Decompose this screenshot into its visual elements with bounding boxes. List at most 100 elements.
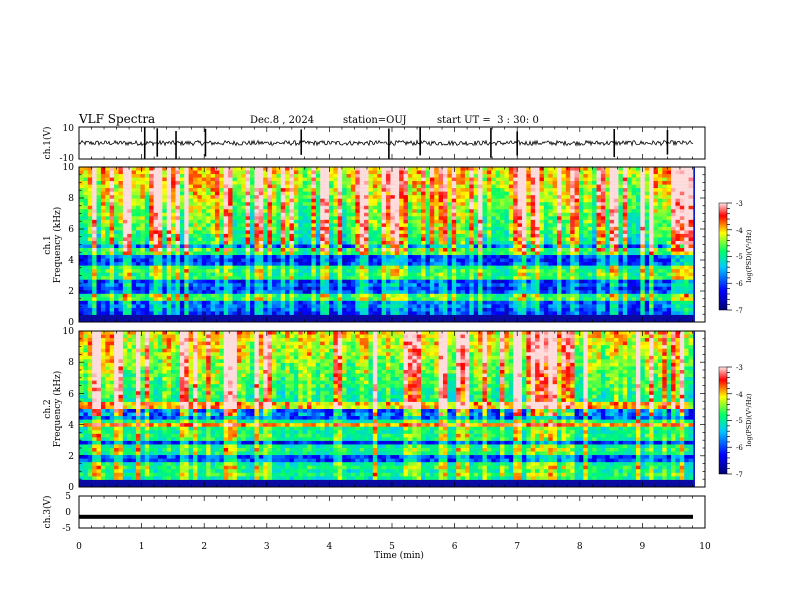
ch1-spectrogram-cell xyxy=(412,233,417,238)
ch1-spectrogram-cell xyxy=(684,262,689,266)
ch1-spectrogram-cell xyxy=(241,233,246,238)
ch1-spectrogram-cell xyxy=(635,286,641,291)
ch1-spectrogram-cell xyxy=(219,258,225,263)
ch1-spectrogram-cell xyxy=(346,240,352,245)
ch1-spectrogram-cell xyxy=(605,216,610,221)
ch1-spectrogram-cell xyxy=(649,205,654,210)
ch1-spectrogram-cell xyxy=(184,265,189,270)
ch1-spectrogram-cell xyxy=(333,258,339,263)
ch1-spectrogram-cell xyxy=(350,233,356,238)
ch1-spectrogram-cell xyxy=(197,237,203,242)
ch1-spectrogram-cell xyxy=(491,167,496,171)
ch1-spectrogram-cell xyxy=(193,279,198,284)
ch1-spectrogram-cell xyxy=(583,237,589,242)
ch1-spectrogram-cell xyxy=(328,202,334,207)
ch1-spectrogram-cell xyxy=(539,248,545,252)
ch1-spectrogram-cell xyxy=(438,205,444,210)
ch1-spectrogram-cell xyxy=(478,195,483,199)
ch1-spectrogram-cell xyxy=(328,174,334,178)
ch1-spectrogram-cell xyxy=(210,269,216,273)
ch1-spectrogram-cell xyxy=(219,188,225,192)
ch1-spectrogram-cell xyxy=(333,174,339,178)
ch1-spectrogram-cell xyxy=(570,262,575,266)
ch1-spectrogram-cell xyxy=(618,216,624,221)
ch1-spectrogram-cell xyxy=(298,244,303,249)
ch1-spectrogram-cell xyxy=(157,251,163,256)
ch1-spectrogram-cell xyxy=(500,279,505,284)
ch1-spectrogram-cell xyxy=(451,212,457,217)
ch1-spectrogram-cell xyxy=(688,269,694,273)
ch1-spectrogram-cell xyxy=(679,230,685,235)
ch1-spectrogram-cell xyxy=(250,195,255,199)
ch1-spectrogram-cell xyxy=(399,191,404,196)
ch1-spectrogram-cell xyxy=(583,205,589,210)
ch1-spectrogram-cell xyxy=(293,265,299,270)
ch1-spectrogram-cell xyxy=(293,258,299,263)
ch1-spectrogram-cell xyxy=(175,286,181,291)
ch1-spectrogram-cell xyxy=(399,174,404,178)
ch1-spectrogram-cell xyxy=(381,233,387,238)
ch1-spectrogram-cell xyxy=(631,283,637,288)
ch1-spectrogram-cell xyxy=(307,265,312,270)
ch1-spectrogram-cell xyxy=(684,202,689,207)
ch1-spectrogram-cell xyxy=(83,191,89,196)
ch1-spectrogram-cell xyxy=(271,240,277,245)
ch1-spectrogram-cell xyxy=(307,170,312,175)
ch1-spectrogram-cell xyxy=(390,279,396,284)
ch1-spectrogram-cell xyxy=(285,240,290,245)
ch1-spectrogram-cell xyxy=(600,258,606,263)
ch1-spectrogram-cell xyxy=(105,244,110,249)
ch1-spectrogram-cell xyxy=(267,170,273,175)
ch1-spectrogram-cell xyxy=(495,283,501,288)
ch1-spectrogram-cell xyxy=(679,195,685,199)
ch1-spectrogram-cell xyxy=(328,272,334,277)
ch1-spectrogram-cell xyxy=(100,265,106,270)
ch1-spectrogram-cell xyxy=(500,170,505,175)
ch1-spectrogram-cell xyxy=(210,230,216,235)
ch1-spectrogram-cell xyxy=(263,258,268,263)
ch1-spectrogram-cell xyxy=(188,205,194,210)
ch1-spectrogram-cell xyxy=(530,181,536,185)
ch1-spectrogram-cell xyxy=(324,269,330,273)
ch1-spectrogram-cell xyxy=(500,226,505,231)
ch1-spectrogram-cell xyxy=(136,188,141,192)
ch1-spectrogram-cell xyxy=(377,219,382,224)
ch1-spectrogram-cell xyxy=(131,283,137,288)
ch1-spectrogram-cell xyxy=(122,272,128,277)
ch1-spectrogram-cell xyxy=(276,174,282,178)
ch1-spectrogram-cell xyxy=(504,209,510,214)
ch1-spectrogram-cell xyxy=(662,223,667,228)
ch1-spectrogram-cell xyxy=(87,248,93,252)
ch1-spectrogram-cell xyxy=(574,181,580,185)
ch1-spectrogram-cell xyxy=(653,276,659,281)
ch1-spectrogram-cell xyxy=(478,209,483,214)
ch1-spectrogram-cell xyxy=(149,286,154,291)
ch1-spectrogram-cell xyxy=(526,258,532,263)
ch1-spectrogram-cell xyxy=(311,230,317,235)
ch1-spectrogram-cell xyxy=(618,272,624,277)
ch1-spectrogram-cell xyxy=(390,184,396,189)
ch1-spectrogram-cell xyxy=(368,265,374,270)
ch1-spectrogram-cell xyxy=(267,269,273,273)
ch1-spectrogram-cell xyxy=(649,286,654,291)
ch1-spectrogram-cell xyxy=(447,265,453,270)
ch1-spectrogram-cell xyxy=(245,195,251,199)
ch1-spectrogram-cell xyxy=(166,219,172,224)
ch1-spectrogram-cell xyxy=(543,248,549,252)
ch1-spectrogram-cell xyxy=(600,174,606,178)
ch1-spectrogram-cell xyxy=(390,174,396,178)
ch1-spectrogram-cell xyxy=(118,265,124,270)
ch1-spectrogram-cell xyxy=(438,195,444,199)
ch1-spectrogram-cell xyxy=(675,205,681,210)
ch1-spectrogram-cell xyxy=(622,269,628,273)
ch1-spectrogram-cell xyxy=(644,216,650,221)
ch1-spectrogram-cell xyxy=(552,202,558,207)
ch1-spectrogram-cell xyxy=(232,226,238,231)
ch1-spectrogram-cell xyxy=(79,191,84,196)
ch1-spectrogram-cell xyxy=(592,248,597,252)
ch1-spectrogram-cell xyxy=(425,251,431,256)
ch1-spectrogram-cell xyxy=(131,269,137,273)
ch1-spectrogram-cell xyxy=(627,237,632,242)
ch1-spectrogram-cell xyxy=(451,205,457,210)
ch1-spectrogram-cell xyxy=(350,237,356,242)
